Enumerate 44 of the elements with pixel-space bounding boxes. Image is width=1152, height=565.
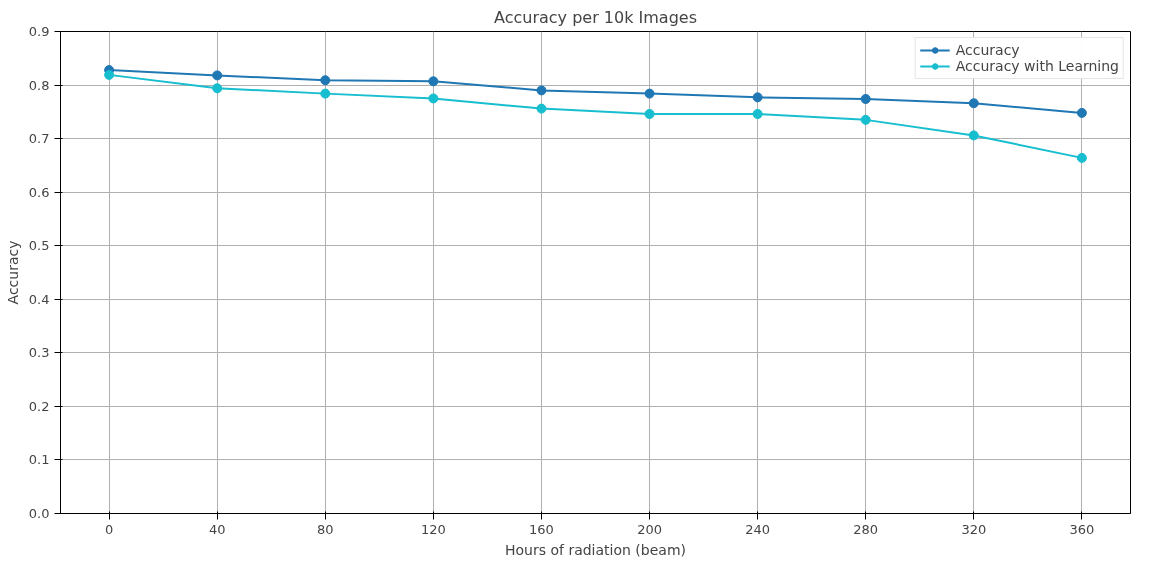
y-tick-label: 0.8 bbox=[28, 77, 50, 93]
y-tick-label: 0.4 bbox=[28, 291, 50, 307]
chart-title: Accuracy per 10k Images bbox=[494, 7, 697, 27]
x-tick-label: 80 bbox=[317, 521, 334, 537]
point bbox=[428, 93, 439, 104]
point bbox=[752, 108, 763, 119]
point bbox=[428, 76, 439, 87]
point bbox=[536, 85, 547, 96]
y-axis-title: Accuracy bbox=[4, 240, 21, 305]
point bbox=[968, 130, 979, 141]
point bbox=[968, 98, 979, 109]
legend-label: Accuracy with Learning bbox=[955, 58, 1119, 74]
y-tick-label: 0.1 bbox=[28, 452, 50, 468]
point bbox=[644, 108, 655, 119]
y-tick-label: 0.0 bbox=[28, 506, 50, 521]
point bbox=[104, 69, 115, 80]
y-tick-label: 0.2 bbox=[28, 398, 50, 414]
point bbox=[752, 92, 763, 103]
point bbox=[1076, 152, 1087, 163]
point bbox=[320, 88, 331, 99]
x-tick-label: 120 bbox=[420, 521, 446, 537]
point bbox=[644, 88, 655, 99]
y-tick-label: 0.3 bbox=[28, 345, 50, 361]
y-tick-label: 0.5 bbox=[28, 238, 50, 254]
point bbox=[860, 114, 871, 125]
x-tick-label: 280 bbox=[853, 521, 879, 537]
point bbox=[212, 70, 223, 81]
x-tick-label: 360 bbox=[1069, 521, 1095, 537]
x-axis-title: Hours of radiation (beam) bbox=[505, 541, 687, 558]
x-tick-label: 160 bbox=[529, 521, 554, 537]
y-tick-label: 0.7 bbox=[28, 131, 50, 147]
point bbox=[320, 75, 331, 86]
x-tick-label: 200 bbox=[637, 521, 662, 537]
point bbox=[860, 93, 871, 104]
x-tick-label: 40 bbox=[208, 521, 226, 537]
y-tick-label: 0.6 bbox=[28, 184, 50, 200]
point bbox=[536, 103, 547, 114]
x-tick-label: 240 bbox=[745, 521, 771, 537]
x-tick-label: 320 bbox=[961, 521, 987, 537]
point bbox=[1076, 107, 1087, 118]
y-tick-label: 0.9 bbox=[28, 24, 50, 39]
legend-label: Accuracy bbox=[955, 42, 1020, 58]
point bbox=[212, 83, 223, 94]
x-tick-label: 0 bbox=[105, 521, 114, 537]
